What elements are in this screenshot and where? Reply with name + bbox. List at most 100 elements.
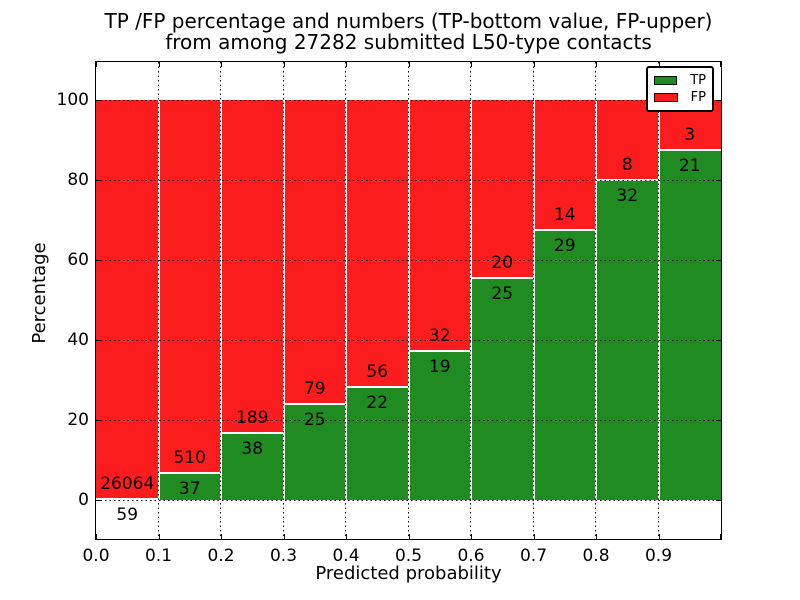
gridline-horizontal — [96, 500, 721, 501]
tp-count-label: 59 — [116, 505, 139, 525]
bar-edge — [470, 62, 472, 539]
bar-edge — [158, 471, 221, 474]
gridline-vertical — [345, 62, 347, 539]
bar-edge — [595, 62, 597, 539]
legend-item-tp: TP — [654, 74, 706, 87]
y-tick-label: 40 — [67, 330, 89, 350]
gridline-dots — [220, 62, 221, 539]
chart-title-line2: from among 27282 submitted L50-type cont… — [165, 30, 652, 54]
gridline-dots — [157, 62, 159, 539]
x-tick-top — [471, 62, 472, 67]
gridline-dots — [532, 62, 534, 539]
gridline-dots — [470, 62, 471, 539]
bar-edge — [532, 62, 535, 539]
fp-count-label: 20 — [491, 252, 514, 273]
tp-count-label: 25 — [303, 409, 326, 430]
y-tick-right — [716, 500, 721, 501]
bar-edge — [221, 432, 284, 435]
bar-segment-fp — [283, 100, 346, 404]
bar-edge — [157, 62, 160, 539]
tp-swatch-icon — [654, 76, 678, 85]
x-tick-top — [96, 62, 97, 67]
x-tick-top — [158, 62, 160, 67]
y-tick-right — [716, 180, 721, 181]
gridline-horizontal — [96, 260, 721, 261]
bar-edge — [407, 62, 410, 539]
x-tick-label: 0.5 — [394, 546, 423, 566]
x-tick-top — [533, 62, 535, 67]
gridline-dots — [657, 62, 659, 539]
legend-label-fp: FP — [690, 90, 706, 105]
x-tick-label: 0.7 — [519, 546, 548, 566]
plot-area: 26064 59 510 37 189 38 79 25 56 22 32 19 20 25 14 29 8 32… — [57, 61, 722, 566]
gridline-horizontal — [96, 180, 721, 181]
y-tick-label: 20 — [67, 410, 89, 430]
bar-segment-tp — [408, 351, 471, 500]
y-axis-label: Percentage — [29, 242, 50, 344]
bar-segment-tp — [346, 387, 409, 500]
bar-segment-fp — [408, 100, 471, 351]
gridline-vertical — [407, 62, 410, 539]
y-tick-right — [716, 100, 721, 101]
gridline-vertical — [532, 62, 535, 539]
x-tick-bottom — [720, 534, 721, 539]
bar-edge — [282, 62, 285, 539]
x-tick-top — [658, 62, 660, 67]
bar-segment-tp — [158, 472, 221, 500]
fp-count-label: 3 — [684, 125, 696, 145]
bar-segment-fp — [533, 100, 596, 231]
x-tick-bottom — [283, 534, 285, 539]
gridline-vertical — [157, 62, 160, 539]
bar-edge — [533, 229, 596, 232]
fp-count-label: 56 — [366, 362, 389, 383]
bar-segment-fp — [471, 100, 534, 278]
y-tick-left — [96, 420, 101, 421]
x-tick-bottom — [158, 534, 160, 539]
tp-count-label: 22 — [366, 393, 389, 414]
fp-count-label: 8 — [621, 155, 633, 175]
tp-count-label: 32 — [616, 186, 639, 206]
bar-edge — [220, 62, 222, 539]
x-tick-label: 0.3 — [269, 546, 298, 566]
legend: TP FP — [646, 66, 714, 112]
x-axis-label: Predicted probability — [315, 563, 502, 584]
bar-segment-fp — [596, 100, 659, 180]
y-tick-left — [96, 500, 101, 501]
x-tick-bottom — [408, 534, 410, 539]
y-tick-right — [716, 420, 721, 421]
gridline-dots — [345, 62, 346, 539]
bar-edge — [408, 350, 471, 352]
tp-count-label: 19 — [428, 357, 451, 377]
fp-count-label: 79 — [303, 378, 326, 399]
bar-segment-tp — [221, 433, 284, 500]
tp-count-label: 21 — [678, 156, 701, 176]
x-tick-bottom — [533, 534, 535, 539]
x-tick-label: 0.0 — [82, 546, 110, 566]
x-tick-label: 0.1 — [144, 546, 173, 566]
bar-edge — [345, 62, 347, 539]
bar-segment-tp — [533, 230, 596, 500]
gridline-vertical — [220, 62, 222, 539]
legend-label-tp: TP — [690, 73, 706, 88]
bar-segment-fp — [158, 100, 221, 473]
y-tick-right — [716, 340, 721, 341]
bar-edge — [471, 276, 534, 279]
gridline-dots — [595, 62, 596, 539]
gridline-horizontal — [96, 100, 721, 101]
fp-count-label: 32 — [428, 326, 451, 346]
x-tick-bottom — [346, 534, 347, 539]
x-tick-bottom — [471, 534, 472, 539]
fp-count-label: 14 — [553, 205, 576, 226]
x-tick-label: 0.2 — [207, 546, 235, 566]
y-tick-right — [716, 260, 721, 261]
x-tick-label: 0.4 — [332, 546, 360, 566]
fp-count-label: 26064 — [100, 474, 155, 494]
bar-segment-tp — [658, 150, 721, 500]
y-tick-label: 80 — [67, 170, 89, 190]
bar-segment-tp — [283, 403, 346, 500]
x-tick-top — [720, 62, 721, 67]
bar-segment-fp — [221, 100, 284, 434]
y-tick-left — [96, 340, 101, 341]
x-tick-top — [408, 62, 410, 67]
